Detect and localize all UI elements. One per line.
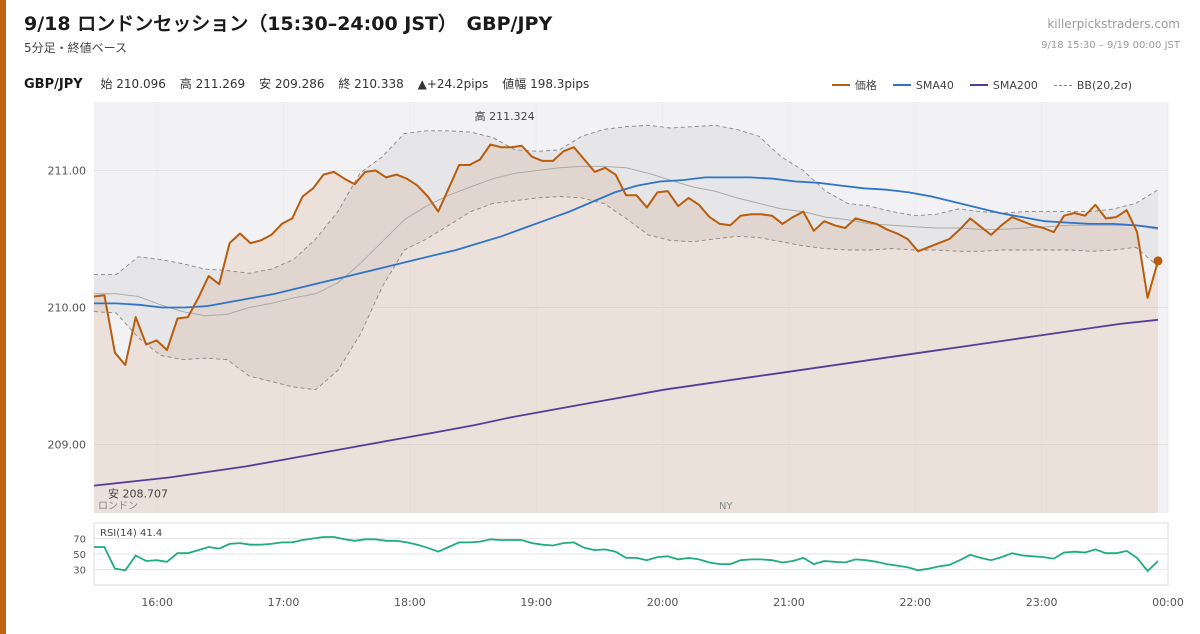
rsi-tick-label-0: 70	[73, 535, 86, 546]
stat-change: ▲+24.2pips	[417, 77, 489, 91]
legend-item-sma40: SMA40	[892, 77, 954, 93]
pair-label: GBP/JPY	[24, 77, 83, 92]
page-subtitle: 5分足・終値ベース	[24, 41, 128, 55]
x-tick-labels: 16:00 17:00 18:00 19:00 20:00 21:00 22:00 23:00…	[141, 596, 1184, 609]
session-label-london: ロンドン	[98, 501, 138, 512]
legend-swatch-sma200	[969, 84, 988, 86]
rsi-tick-label-1: 50	[73, 550, 86, 561]
rsi-tick-label-2: 30	[73, 566, 86, 577]
high-annotation: 高 211.324	[475, 109, 535, 123]
x-tick-label-1: 17:00	[268, 596, 300, 609]
y-tick-label-0: 209.00	[48, 439, 87, 452]
date-range: 9/18 15:30 – 9/19 00:00 JST	[1041, 40, 1180, 51]
y-tick-label-2: 211.00	[48, 165, 87, 178]
x-tick-label-0: 16:00	[141, 596, 173, 609]
legend-swatch-sma40	[892, 84, 911, 86]
x-tick-label-6: 22:00	[899, 596, 931, 609]
bb-middle-line	[94, 165, 1159, 317]
stat-low: 安 209.286	[259, 77, 325, 91]
legend-swatch-bb	[1053, 84, 1072, 86]
x-tick-label-2: 18:00	[394, 596, 426, 609]
legend-label-sma40: SMA40	[915, 78, 954, 92]
price-area-fill	[94, 144, 1158, 513]
session-label-ny: NY	[719, 501, 733, 512]
legend-item-sma200: SMA200	[969, 77, 1038, 93]
y-tick-label-1: 210.00	[48, 302, 87, 315]
x-tick-label-4: 20:00	[647, 596, 679, 609]
bb-upper-line	[94, 124, 1159, 276]
low-annotation: 安 208.707	[108, 487, 168, 501]
price-line	[93, 143, 1159, 366]
legend-label-price: 価格	[854, 79, 877, 92]
stat-high: 高 211.269	[179, 77, 246, 91]
rsi-line	[94, 536, 1159, 573]
sma40-line	[94, 176, 1159, 309]
last-price-dot	[1153, 256, 1163, 266]
stat-close: 終 210.338	[338, 77, 404, 91]
legend-label-sma200: SMA200	[992, 78, 1038, 92]
x-tick-label-7: 23:00	[1026, 596, 1058, 609]
rsi-tick-labels: 70 50 30	[73, 535, 86, 577]
bb-lower-line	[93, 196, 1159, 391]
accent-bar	[0, 0, 6, 634]
chart-legend: 価格 SMA40 SMA200 BB(20,2σ)	[831, 77, 1132, 93]
legend-label-bb: BB(20,2σ)	[1076, 78, 1132, 92]
legend-item-price: 価格	[831, 77, 877, 93]
sma200-line	[93, 318, 1159, 487]
x-tick-label-8: 00:00	[1152, 596, 1184, 609]
site-name: killerpickstraders.com	[1047, 17, 1180, 31]
y-tick-labels: 209.00 210.00 211.00	[48, 165, 87, 452]
x-tick-label-3: 19:00	[520, 596, 552, 609]
legend-item-bb: BB(20,2σ)	[1053, 77, 1132, 93]
page-title: 9/18 ロンドンセッション（15:30–24:00 JST） GBP/JPY	[24, 13, 553, 35]
stat-open: 始 210.096	[100, 77, 166, 91]
legend-swatch-price	[831, 84, 850, 86]
stats-line: GBP/JPY 始 210.096 高 211.269 安 209.286 終 …	[24, 75, 599, 92]
bb-band-fill	[94, 125, 1158, 390]
rsi-label: RSI(14) 41.4	[100, 528, 162, 539]
x-tick-label-5: 21:00	[773, 596, 805, 609]
stat-range: 値幅 198.3pips	[502, 77, 590, 91]
rsi-grid-lines	[94, 538, 1168, 570]
